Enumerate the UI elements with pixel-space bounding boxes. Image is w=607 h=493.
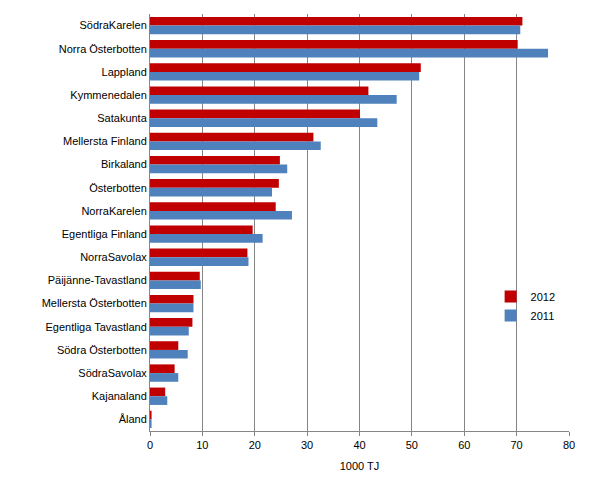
svg-text:Mellersta Finland: Mellersta Finland <box>63 135 147 147</box>
svg-text:80: 80 <box>563 439 575 451</box>
svg-text:0: 0 <box>147 439 153 451</box>
svg-text:NorraSavolax: NorraSavolax <box>80 251 147 263</box>
svg-text:Norra Österbotten: Norra Österbotten <box>59 43 147 55</box>
svg-text:10: 10 <box>196 439 208 451</box>
svg-text:Kymmenedalen: Kymmenedalen <box>70 89 146 101</box>
svg-text:40: 40 <box>353 439 365 451</box>
svg-text:60: 60 <box>458 439 470 451</box>
svg-text:Södra Österbotten: Södra Österbotten <box>57 344 147 356</box>
svg-text:Egentliga Tavastland: Egentliga Tavastland <box>45 321 146 333</box>
svg-text:Päijänne-Tavastland: Päijänne-Tavastland <box>48 274 147 286</box>
svg-text:Lappland: Lappland <box>102 66 147 78</box>
svg-text:2011: 2011 <box>531 310 555 322</box>
svg-text:Egentliga Finland: Egentliga Finland <box>62 228 147 240</box>
svg-text:Österbotten: Österbotten <box>89 182 146 194</box>
svg-text:Birkaland: Birkaland <box>101 158 147 170</box>
svg-text:NorraKarelen: NorraKarelen <box>81 205 146 217</box>
svg-text:70: 70 <box>511 439 523 451</box>
svg-text:SödraKarelen: SödraKarelen <box>80 19 147 31</box>
svg-text:Satakunta: Satakunta <box>97 112 147 124</box>
svg-text:20: 20 <box>249 439 261 451</box>
svg-text:50: 50 <box>406 439 418 451</box>
svg-text:Kajanaland: Kajanaland <box>92 390 147 402</box>
svg-text:Åland: Åland <box>119 413 147 425</box>
svg-text:1000 TJ: 1000 TJ <box>340 460 380 472</box>
svg-text:2012: 2012 <box>531 291 555 303</box>
svg-text:30: 30 <box>301 439 313 451</box>
svg-text:SödraSavolax: SödraSavolax <box>78 367 147 379</box>
svg-text:Mellersta Österbotten: Mellersta Österbotten <box>42 297 147 309</box>
